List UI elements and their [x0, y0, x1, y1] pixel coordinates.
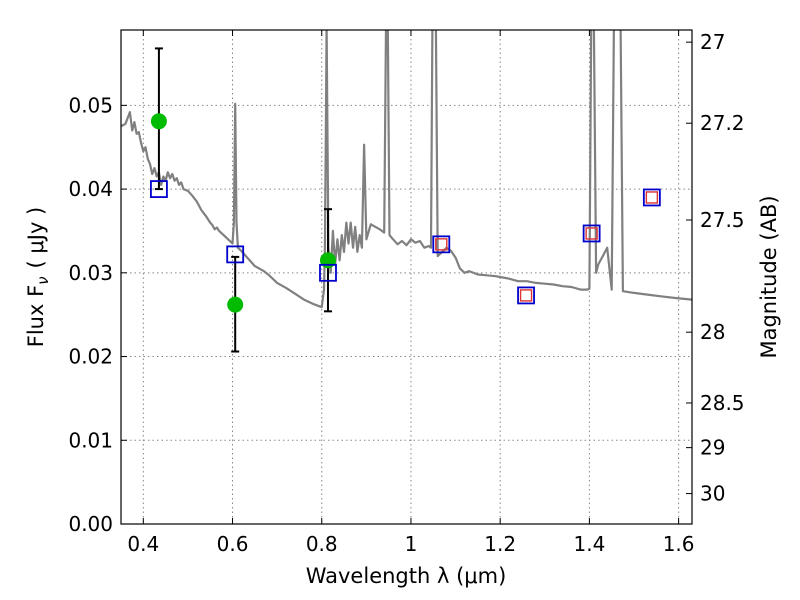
y-axis-title-sub: ν: [34, 276, 52, 284]
measured-photometry-square: [645, 191, 659, 204]
grid: [121, 30, 692, 524]
plot-frame: [120, 29, 693, 525]
model-photometry-square: [642, 188, 661, 207]
x-tick-label: 0.8: [306, 532, 338, 556]
y2-tick-label: 29: [700, 436, 725, 460]
y2-axis-title: Magnitude (AB): [757, 195, 781, 358]
measured-photometry-square: [585, 227, 598, 240]
observed-point: [150, 113, 167, 130]
x-tick-label: 1: [405, 532, 418, 556]
y2-tick-label: 28: [700, 320, 725, 344]
plot-background: [121, 30, 692, 524]
y-tick-label: 0.04: [68, 177, 113, 201]
model-photometry-square: [150, 180, 168, 198]
y2-tick-label: 27.5: [700, 208, 745, 232]
y-tick-label: 0.00: [68, 512, 113, 536]
measured-photometry-square: [435, 238, 448, 251]
x-tick-label: 1.4: [573, 532, 605, 556]
x-tick-label: 0.4: [127, 532, 159, 556]
y-tick-labels: 0.00 0.01 0.02 0.03 0.04 0.05: [68, 93, 113, 536]
y-axis-title: Flux Fν ( μJy ): [24, 207, 52, 348]
model-photometry-square: [432, 235, 451, 254]
y-axis-title-main: Flux F: [24, 285, 48, 347]
y-tick-label: 0.01: [68, 428, 113, 452]
observed-point: [319, 252, 336, 269]
x-tick-label: 1.2: [484, 532, 516, 556]
x-tick-label: 0.6: [217, 532, 249, 556]
model-photometry-square: [582, 224, 601, 243]
model-photometry-square: [226, 245, 245, 264]
model-photometry-points: [150, 180, 661, 305]
x-tick-label: 1.6: [663, 532, 695, 556]
model-spectrum-line: [121, 30, 692, 309]
y-tick-label: 0.03: [68, 261, 113, 285]
measured-photometry-square: [519, 289, 533, 302]
y-axis-title-units: ( μJy ): [24, 207, 48, 269]
y2-tick-label: 30: [700, 482, 725, 506]
y2-tick-label: 28.5: [700, 391, 745, 415]
model-photometry-square: [319, 263, 337, 282]
axis-ticks: [121, 30, 692, 525]
x-axis-title: Wavelength λ (μm): [306, 564, 507, 588]
y2-tick-labels: 27 27.2 27.5 28 28.5 29 30: [700, 30, 745, 505]
y2-tick-label: 27.2: [700, 111, 745, 135]
x-tick-labels: 0.4 0.6 0.8 1 1.2 1.4 1.6: [127, 532, 694, 556]
model-photometry-square: [517, 286, 535, 305]
observed-point: [227, 296, 244, 313]
y2-tick-label: 27: [700, 30, 725, 54]
y-tick-label: 0.05: [68, 93, 113, 117]
y-tick-label: 0.02: [68, 345, 113, 369]
